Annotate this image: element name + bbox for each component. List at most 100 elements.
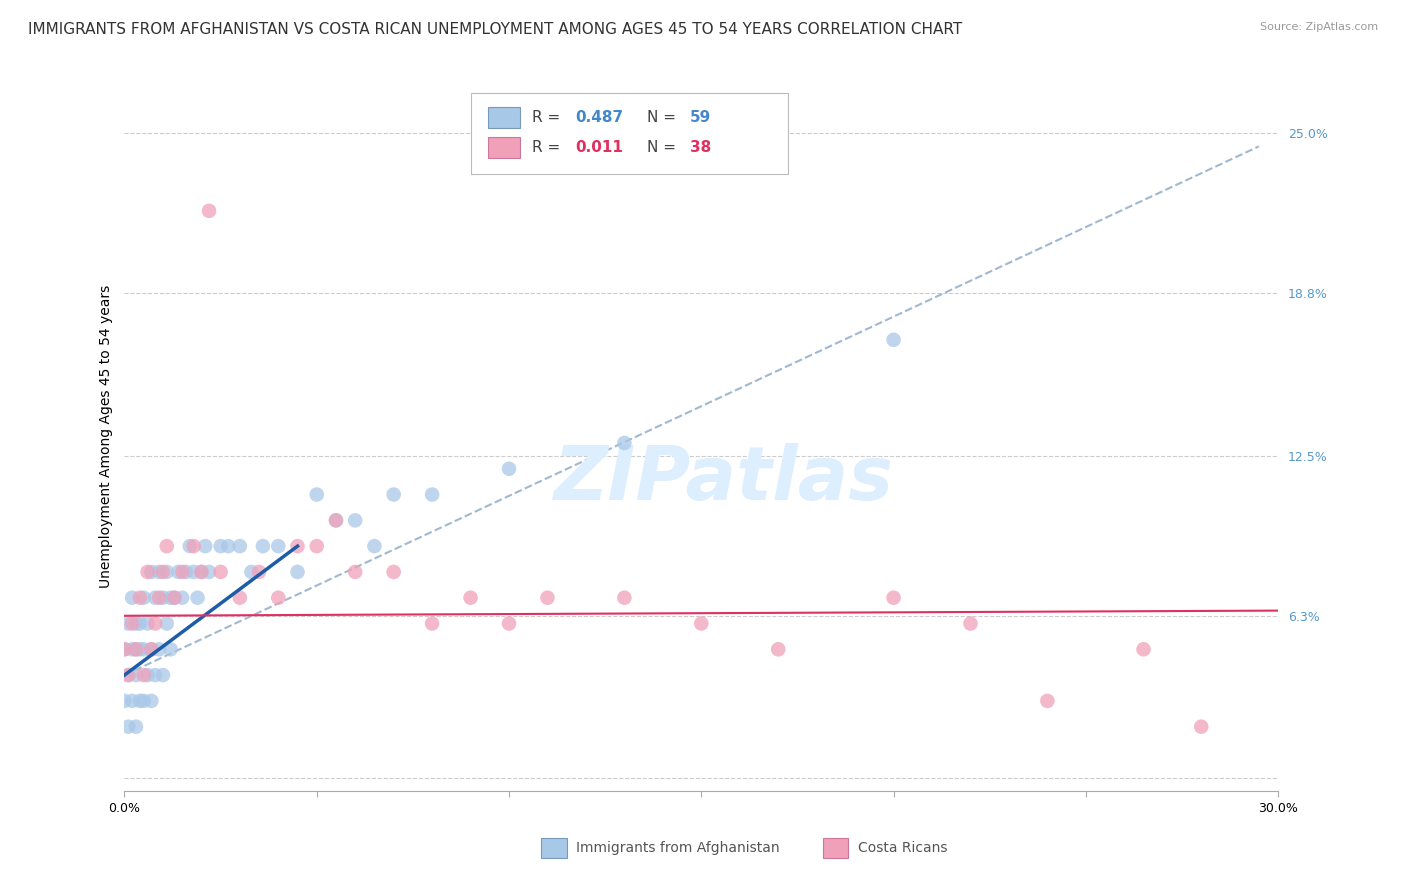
Text: N =: N = [647,140,681,154]
Point [125,668,148,682]
Text: N =: N = [647,110,681,125]
Point [172,565,194,579]
Point [190,565,212,579]
Point [125,616,148,631]
Point [209,565,232,579]
Text: Costa Ricans: Costa Ricans [858,841,948,855]
Point [143,616,166,631]
Text: Immigrants from Afghanistan: Immigrants from Afghanistan [576,841,780,855]
Point [163,591,186,605]
Point [143,591,166,605]
Point [883,591,905,605]
Point [305,539,328,553]
Point [194,539,217,553]
Text: IMMIGRANTS FROM AFGHANISTAN VS COSTA RICAN UNEMPLOYMENT AMONG AGES 45 TO 54 YEAR: IMMIGRANTS FROM AFGHANISTAN VS COSTA RIC… [28,22,962,37]
Point [148,591,170,605]
Point [498,462,520,476]
Point [217,539,239,553]
Text: ZIPatlas: ZIPatlas [554,442,894,516]
Point [198,565,221,579]
Point [117,616,139,631]
Point [114,642,136,657]
Text: 0.011: 0.011 [575,140,623,154]
Point [117,668,139,682]
Point [128,591,150,605]
Text: 0.487: 0.487 [575,110,624,125]
Point [174,565,197,579]
Point [229,539,252,553]
Point [247,565,270,579]
Point [156,539,179,553]
Point [344,513,367,527]
Point [183,565,205,579]
Point [1036,694,1059,708]
Point [287,565,309,579]
Point [198,203,221,218]
Point [325,513,347,527]
Point [363,539,385,553]
Point [152,668,174,682]
Point [132,591,155,605]
Point [121,591,143,605]
Point [959,616,981,631]
Point [152,565,174,579]
Point [121,694,143,708]
Point [128,642,150,657]
Text: Source: ZipAtlas.com: Source: ZipAtlas.com [1260,22,1378,32]
Point [114,642,136,657]
Text: R =: R = [531,140,565,154]
Point [121,642,143,657]
Point [132,668,155,682]
Point [613,436,636,450]
Point [125,642,148,657]
FancyBboxPatch shape [488,107,520,128]
Point [128,616,150,631]
Point [229,591,252,605]
Point [1132,642,1154,657]
Point [305,487,328,501]
Point [141,642,163,657]
Point [382,565,405,579]
Point [498,616,520,631]
Point [132,694,155,708]
Text: R =: R = [531,110,565,125]
Point [209,539,232,553]
Point [613,591,636,605]
Point [690,616,713,631]
Point [159,591,181,605]
Point [136,565,159,579]
Point [267,591,290,605]
Point [420,487,443,501]
Point [183,539,205,553]
Point [186,591,208,605]
Point [167,565,190,579]
Point [156,616,179,631]
Point [766,642,789,657]
Point [132,642,155,657]
Point [325,513,347,527]
Point [152,591,174,605]
Point [287,539,309,553]
Point [536,591,558,605]
Point [125,720,148,734]
Point [156,565,179,579]
Point [148,565,170,579]
Point [172,591,194,605]
Point [141,642,163,657]
Point [190,565,212,579]
Point [148,642,170,657]
FancyBboxPatch shape [488,136,520,158]
Point [252,539,274,553]
Point [128,694,150,708]
Point [883,333,905,347]
Point [267,539,290,553]
Point [125,642,148,657]
Point [141,694,163,708]
Text: 38: 38 [690,140,711,154]
Point [240,565,263,579]
Point [344,565,367,579]
Point [179,539,201,553]
Point [121,616,143,631]
Point [117,720,139,734]
Point [136,616,159,631]
